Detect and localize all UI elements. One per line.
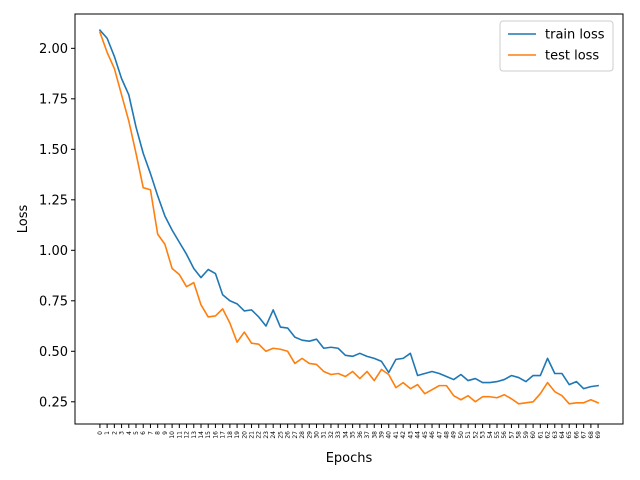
- x-tick-label: 16: [212, 431, 219, 439]
- y-tick-label: 1.75: [39, 92, 68, 107]
- x-tick-label: 59: [523, 431, 530, 439]
- x-tick-label: 43: [407, 431, 414, 439]
- x-tick-label: 9: [162, 431, 169, 435]
- x-axis: 0 1 2 3 4 5 6 7 8 9 10 11 12 13 14 15 16 17 18 19 20 21 22 23 24…: [97, 424, 602, 439]
- y-tick-label: 0.50: [39, 345, 68, 360]
- legend-label: test loss: [545, 49, 599, 64]
- series-line-test-loss: [98, 31, 600, 405]
- x-tick-label: 67: [581, 431, 588, 439]
- x-tick-label: 44: [415, 431, 422, 439]
- x-tick-label: 28: [299, 431, 306, 439]
- x-tick-label: 0: [97, 431, 104, 435]
- x-axis-label: Epochs: [326, 451, 373, 466]
- y-axis-label: Loss: [16, 205, 31, 234]
- y-tick-label: 2.00: [39, 42, 68, 57]
- x-tick-label: 12: [184, 431, 191, 439]
- x-tick-label: 38: [371, 431, 378, 439]
- x-tick-label: 61: [537, 431, 544, 439]
- x-tick-label: 68: [588, 431, 595, 439]
- x-tick-label: 29: [306, 431, 313, 439]
- x-tick-label: 27: [292, 431, 299, 439]
- plot-frame: [74, 13, 624, 425]
- x-tick-label: 47: [436, 431, 443, 439]
- x-tick-label: 21: [249, 431, 256, 439]
- x-tick-label: 5: [133, 431, 140, 435]
- x-tick-label: 1: [104, 431, 111, 435]
- x-tick-label: 52: [472, 431, 479, 439]
- x-tick-label: 14: [198, 431, 205, 439]
- x-tick-label: 66: [573, 431, 580, 439]
- x-tick-label: 46: [429, 431, 436, 439]
- x-tick-label: 19: [234, 431, 241, 439]
- x-tick-label: 32: [328, 431, 335, 439]
- x-tick-label: 8: [155, 431, 162, 435]
- plot-lines: [98, 29, 600, 405]
- x-tick-label: 2: [111, 431, 118, 435]
- x-tick-label: 18: [227, 431, 234, 439]
- y-tick-label: 0.25: [39, 395, 68, 410]
- x-tick-label: 42: [400, 431, 407, 439]
- x-tick-label: 55: [494, 431, 501, 439]
- x-tick-label: 49: [451, 431, 458, 439]
- x-tick-label: 11: [176, 431, 183, 439]
- x-tick-label: 23: [263, 431, 270, 439]
- y-tick-label: 1.00: [39, 244, 68, 259]
- x-tick-label: 54: [487, 431, 494, 439]
- x-tick-label: 30: [314, 431, 321, 439]
- x-tick-label: 45: [422, 431, 429, 439]
- x-tick-label: 31: [321, 431, 328, 439]
- x-tick-label: 6: [140, 431, 147, 435]
- legend: train loss test loss: [499, 20, 614, 72]
- x-tick-label: 7: [147, 431, 154, 435]
- series-line-train-loss: [98, 29, 599, 390]
- legend-label: train loss: [545, 28, 605, 43]
- x-tick-label: 58: [516, 431, 523, 439]
- x-tick-label: 64: [559, 431, 566, 439]
- x-tick-label: 65: [566, 431, 573, 439]
- x-tick-label: 35: [350, 431, 357, 439]
- x-tick-label: 3: [119, 431, 126, 435]
- x-tick-label: 57: [508, 431, 515, 439]
- y-tick-label: 1.25: [39, 193, 68, 208]
- x-tick-label: 22: [256, 431, 263, 439]
- x-tick-label: 37: [364, 431, 371, 439]
- x-tick-label: 40: [386, 431, 393, 439]
- x-tick-label: 53: [480, 431, 487, 439]
- y-tick-label: 1.50: [39, 143, 68, 158]
- x-tick-label: 33: [335, 431, 342, 439]
- x-tick-label: 63: [552, 431, 559, 439]
- x-tick-label: 56: [501, 431, 508, 439]
- x-tick-label: 50: [458, 431, 465, 439]
- y-axis: 0.25 0.50 0.75 1.00 1.25 1.50 1.75 2.00: [39, 42, 75, 410]
- x-tick-label: 51: [465, 431, 472, 439]
- x-tick-label: 36: [357, 431, 364, 439]
- x-tick-label: 20: [241, 431, 248, 439]
- x-tick-label: 24: [270, 431, 277, 439]
- x-tick-label: 4: [126, 431, 133, 435]
- x-tick-label: 60: [530, 431, 537, 439]
- x-tick-label: 13: [191, 431, 198, 439]
- x-tick-label: 62: [545, 431, 552, 439]
- x-tick-label: 39: [378, 431, 385, 439]
- y-tick-label: 0.75: [39, 294, 68, 309]
- x-tick-label: 34: [342, 431, 349, 439]
- x-tick-label: 69: [595, 431, 602, 439]
- x-tick-label: 48: [443, 431, 450, 439]
- x-tick-label: 15: [205, 431, 212, 439]
- x-tick-label: 10: [169, 431, 176, 439]
- x-tick-label: 41: [393, 431, 400, 439]
- x-tick-label: 25: [277, 431, 284, 439]
- x-tick-label: 17: [220, 431, 227, 439]
- x-tick-label: 26: [285, 431, 292, 439]
